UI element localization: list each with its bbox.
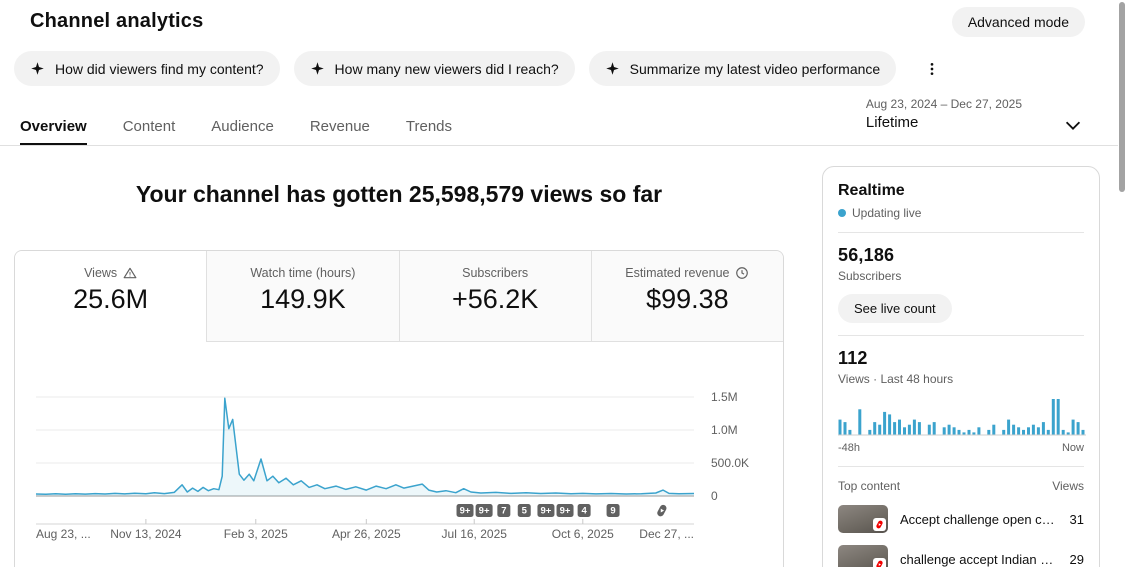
shorts-icon: [873, 518, 886, 531]
realtime-card: Realtime Updating live 56,186 Subscriber…: [822, 166, 1100, 567]
tab-audience[interactable]: Audience: [211, 106, 274, 146]
clock-icon: [736, 267, 749, 279]
svg-text:9+: 9+: [541, 506, 552, 517]
metric-card-subscribers[interactable]: Subscribers +56.2K: [398, 251, 591, 342]
date-range-text: Aug 23, 2024 – Dec 27, 2025: [865, 97, 1022, 111]
top-content-views-header: Views: [1052, 479, 1084, 493]
metric-label: Watch time (hours): [250, 266, 356, 280]
see-live-count-button[interactable]: See live count: [838, 294, 952, 323]
tab-overview[interactable]: Overview: [20, 106, 87, 146]
realtime-title: Realtime: [838, 182, 905, 199]
top-content-row[interactable]: Accept challenge open chall... 31: [838, 505, 1084, 533]
metric-value: +56.2K: [451, 284, 539, 314]
live-dot-icon: [838, 209, 846, 217]
svg-text:1.5M: 1.5M: [711, 390, 738, 404]
vertical-scrollbar-thumb[interactable]: [1119, 2, 1125, 192]
realtime-subscribers-label: Subscribers: [838, 269, 902, 283]
chip-label: Summarize my latest video performance: [629, 60, 881, 77]
advanced-mode-button[interactable]: Advanced mode: [951, 7, 1085, 37]
svg-text:500.0K: 500.0K: [711, 456, 749, 470]
realtime-status: Updating live: [852, 206, 922, 220]
realtime-views-count: 112: [838, 348, 868, 368]
chevron-down-icon[interactable]: [1062, 114, 1084, 136]
svg-text:7: 7: [501, 506, 506, 517]
video-title: challenge accept Indian boy ...: [900, 551, 1058, 567]
tab-trends[interactable]: Trends: [406, 106, 452, 146]
chip-label: How many new viewers did I reach?: [334, 60, 559, 77]
warning-icon: [123, 267, 137, 279]
top-content-title: Top content: [838, 479, 901, 493]
suggestion-chips-row: How did viewers find my content? How man…: [14, 51, 944, 86]
tab-revenue[interactable]: Revenue: [310, 106, 370, 146]
svg-text:Feb 3, 2025: Feb 3, 2025: [224, 527, 288, 541]
svg-text:Jul 16, 2025: Jul 16, 2025: [442, 527, 508, 541]
svg-text:9: 9: [610, 506, 615, 517]
chip-how-did-viewers-find[interactable]: How did viewers find my content?: [14, 51, 280, 86]
realtime-views-label: Views · Last 48 hours: [838, 372, 954, 386]
svg-text:Nov 13, 2024: Nov 13, 2024: [110, 527, 182, 541]
svg-text:Dec 27, ...: Dec 27, ...: [639, 527, 694, 541]
tabbar-divider: [0, 145, 1118, 146]
svg-text:5: 5: [522, 506, 528, 517]
chip-label: How did viewers find my content?: [55, 60, 264, 77]
metric-value: 25.6M: [73, 284, 149, 314]
date-preset-label: Lifetime: [865, 114, 919, 131]
svg-text:Oct 6, 2025: Oct 6, 2025: [552, 527, 614, 541]
realtime-axis-end: Now: [1061, 442, 1084, 454]
metric-card-watch-time[interactable]: Watch time (hours) 149.9K: [206, 251, 399, 342]
metric-label: Subscribers: [462, 266, 529, 280]
divider: [838, 232, 1084, 233]
metric-value: 149.9K: [260, 284, 346, 314]
metric-label: Estimated revenue: [625, 266, 730, 280]
video-thumbnail: [838, 545, 888, 567]
sparkle-icon: [605, 62, 619, 75]
shorts-icon: [873, 558, 886, 567]
channel-views-headline: Your channel has gotten 25,598,579 views…: [135, 181, 663, 207]
svg-text:0: 0: [711, 489, 718, 503]
svg-text:9+: 9+: [560, 506, 571, 517]
realtime-subscribers-count: 56,186: [838, 245, 895, 265]
analytics-tab-bar: Overview Content Audience Revenue Trends…: [0, 97, 1118, 146]
video-title: Accept challenge open chall...: [900, 511, 1058, 527]
tab-content[interactable]: Content: [123, 106, 176, 146]
metric-card-estimated-revenue[interactable]: Estimated revenue $99.38: [590, 251, 783, 342]
sparkle-icon: [31, 62, 44, 75]
date-range-selector[interactable]: Aug 23, 2024 – Dec 27, 2025 Lifetime: [866, 97, 1022, 131]
chip-summarize-performance[interactable]: Summarize my latest video performance: [588, 51, 897, 86]
top-content-row[interactable]: challenge accept Indian boy ... 29: [838, 545, 1084, 567]
svg-text:Apr 26, 2025: Apr 26, 2025: [332, 527, 401, 541]
svg-text:Aug 23, ...: Aug 23, ...: [36, 527, 91, 541]
sparkle-icon: [310, 62, 324, 75]
more-options-kebab-icon[interactable]: [920, 57, 944, 81]
divider: [838, 335, 1084, 336]
video-views: 31: [1069, 511, 1084, 527]
video-thumbnail: [838, 505, 888, 533]
analytics-overview-card: Views 25.6M Watch time (hours) 149.9K Su…: [14, 250, 784, 567]
divider: [838, 466, 1084, 467]
metric-value: $99.38: [646, 284, 729, 314]
chip-new-viewers-reach[interactable]: How many new viewers did I reach?: [293, 51, 575, 86]
svg-text:9+: 9+: [460, 506, 471, 517]
video-views: 29: [1069, 551, 1084, 567]
realtime-bars-chart[interactable]: [838, 395, 1086, 439]
page-title: Channel analytics: [30, 10, 204, 32]
metric-label: Views: [84, 266, 118, 280]
svg-text:4: 4: [581, 506, 587, 517]
svg-text:9+: 9+: [479, 506, 490, 517]
svg-text:1.0M: 1.0M: [711, 423, 738, 437]
views-line-chart[interactable]: 1.5M 1.0M 500.0K 0 Aug 23, ... Nov 13, 2024 Fe…: [15, 341, 783, 567]
realtime-axis-start: -48h: [838, 442, 861, 454]
metric-cards-row: Views 25.6M Watch time (hours) 149.9K Su…: [15, 251, 783, 342]
metric-card-views[interactable]: Views 25.6M: [15, 251, 207, 342]
